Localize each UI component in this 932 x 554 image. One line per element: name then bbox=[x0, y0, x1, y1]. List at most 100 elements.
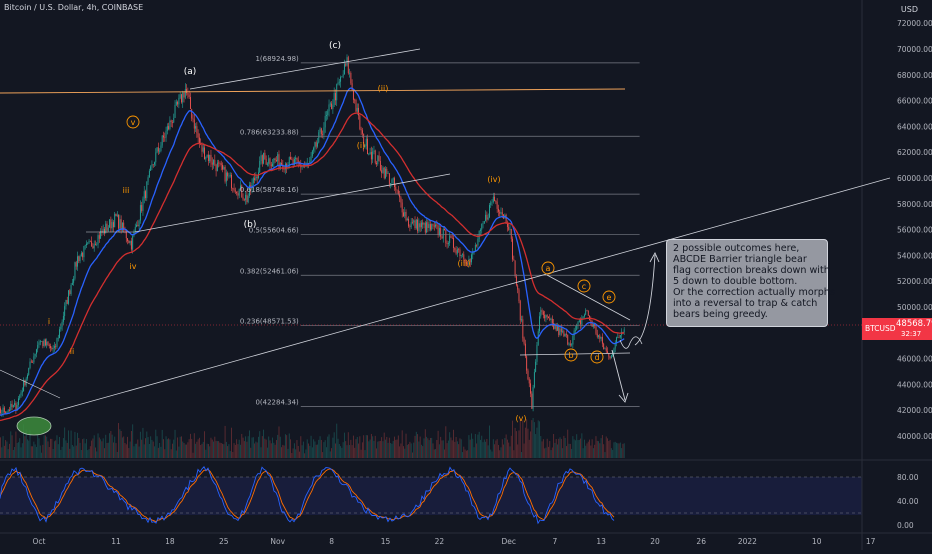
volume-bar bbox=[308, 443, 309, 458]
candle-body bbox=[553, 323, 555, 329]
candle-body bbox=[381, 170, 383, 173]
candle-body bbox=[275, 160, 277, 162]
candle-body bbox=[413, 220, 415, 223]
y-tick-label: 60000.00 bbox=[897, 174, 932, 183]
volume-bar bbox=[621, 448, 623, 458]
left-channel-line bbox=[0, 369, 61, 399]
candle-body bbox=[2, 407, 4, 413]
candle-body bbox=[336, 84, 338, 101]
volume-bar bbox=[128, 448, 130, 458]
volume-bar bbox=[444, 449, 445, 458]
candle-body bbox=[616, 337, 617, 343]
candle-body bbox=[582, 316, 584, 318]
volume-bar bbox=[68, 430, 69, 458]
volume-bar bbox=[200, 445, 202, 458]
volume-bar bbox=[96, 451, 98, 458]
candle-body bbox=[587, 310, 589, 316]
candle-body bbox=[229, 174, 231, 176]
candle-body bbox=[168, 126, 170, 130]
volume-bar bbox=[112, 442, 114, 458]
x-tick-label: 17 bbox=[866, 537, 876, 546]
volume-bar bbox=[509, 446, 511, 458]
candle-body bbox=[118, 214, 120, 229]
candle-body bbox=[281, 162, 282, 165]
volume-bar bbox=[541, 441, 543, 458]
candle-body bbox=[93, 243, 95, 249]
volume-bar bbox=[465, 450, 467, 458]
volume-bar bbox=[284, 434, 286, 458]
candle-body bbox=[224, 167, 226, 182]
volume-bar bbox=[254, 443, 256, 458]
x-tick-label: 8 bbox=[329, 537, 334, 546]
volume-bar bbox=[275, 440, 277, 458]
volume-bar bbox=[238, 439, 240, 458]
candle-body bbox=[427, 222, 429, 228]
candle-body bbox=[71, 282, 73, 285]
callout-line: bears being greedy. bbox=[673, 309, 768, 320]
volume-bar bbox=[329, 451, 331, 458]
candle-body bbox=[290, 157, 291, 160]
volume-bar bbox=[336, 423, 338, 458]
volume-bar bbox=[191, 438, 193, 458]
x-tick-label: Dec bbox=[501, 537, 516, 546]
candle-body bbox=[130, 240, 132, 250]
volume-bar bbox=[557, 444, 558, 458]
volume-bar bbox=[272, 437, 274, 458]
volume-bar bbox=[595, 436, 597, 458]
y-tick-label: 56000.00 bbox=[897, 226, 932, 235]
candle-body bbox=[110, 219, 112, 229]
volume-bar bbox=[73, 446, 75, 458]
candle-body bbox=[255, 176, 257, 181]
volume-bar bbox=[211, 439, 213, 458]
candle-body bbox=[247, 195, 249, 203]
volume-bar bbox=[219, 442, 221, 458]
candle-body bbox=[527, 370, 529, 380]
volume-bar bbox=[599, 443, 601, 458]
candle-body bbox=[44, 339, 46, 346]
candle-body bbox=[524, 343, 526, 357]
volume-bar bbox=[608, 440, 610, 458]
volume-bar bbox=[613, 442, 615, 458]
volume-bar bbox=[387, 442, 389, 458]
candle-body bbox=[386, 168, 388, 174]
volume-bar bbox=[360, 449, 362, 458]
candle-body bbox=[365, 138, 367, 146]
candle-body bbox=[335, 92, 336, 101]
candle-body bbox=[88, 240, 90, 243]
volume-bar bbox=[431, 437, 433, 458]
candle-body bbox=[6, 411, 8, 414]
annotation-callout[interactable]: 2 possible outcomes here, ABCDE Barrier … bbox=[666, 239, 835, 327]
volume-bar bbox=[107, 442, 109, 458]
candle-body bbox=[156, 147, 158, 153]
volume-bar bbox=[332, 437, 334, 458]
volume-bar bbox=[376, 448, 377, 458]
candle-body bbox=[363, 133, 365, 147]
candle-body bbox=[489, 205, 490, 218]
candle-body bbox=[138, 220, 140, 227]
volume-bar bbox=[514, 427, 516, 458]
candle-body bbox=[618, 337, 620, 338]
candle-body bbox=[399, 194, 401, 198]
volume-bar bbox=[473, 447, 475, 458]
volume-bar bbox=[574, 440, 576, 458]
volume-bar bbox=[623, 443, 625, 458]
volume-bar bbox=[468, 435, 470, 458]
candle-body bbox=[433, 225, 435, 227]
volume-bar bbox=[88, 449, 90, 458]
candle-body bbox=[382, 167, 384, 173]
volume-bar bbox=[261, 436, 263, 458]
candle-body bbox=[342, 74, 344, 77]
candle-body bbox=[350, 72, 352, 84]
volume-bar bbox=[440, 436, 442, 458]
candle-body bbox=[21, 391, 23, 393]
volume-bar bbox=[79, 442, 81, 458]
volume-bar bbox=[173, 439, 175, 458]
volume-bar bbox=[134, 443, 136, 458]
volume-bar bbox=[92, 438, 94, 458]
candle-body bbox=[19, 395, 21, 399]
volume-bar bbox=[460, 439, 462, 458]
volume-bar bbox=[463, 446, 465, 458]
y-tick-label: 52000.00 bbox=[897, 277, 932, 286]
volume-bar bbox=[156, 436, 158, 458]
